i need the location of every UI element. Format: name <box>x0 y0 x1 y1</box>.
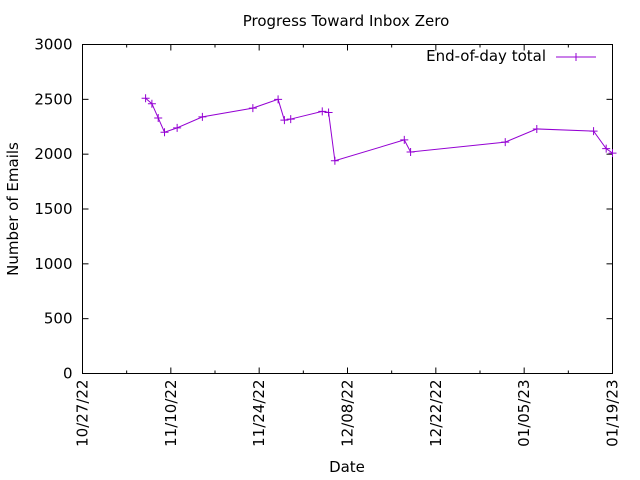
data-point <box>274 95 283 104</box>
x-tick-label: 11/24/22 <box>250 380 268 447</box>
legend-marker <box>572 53 580 61</box>
data-point <box>608 149 617 158</box>
series-layer <box>141 94 617 165</box>
x-tick-label: 11/10/22 <box>162 380 180 447</box>
data-point <box>286 115 295 124</box>
x-tick-label: 12/08/22 <box>339 380 357 447</box>
data-point <box>147 99 156 108</box>
data-point <box>141 94 150 103</box>
y-axis: 0 500 1000 1500 2000 2500 3000 <box>34 36 613 383</box>
data-point <box>160 128 169 137</box>
y-tick-label: 500 <box>44 310 73 328</box>
data-point <box>324 108 333 117</box>
x-axis-label: Date <box>329 458 365 476</box>
y-tick-label: 3000 <box>34 36 72 54</box>
data-point <box>589 127 598 136</box>
x-tick-label: 01/19/23 <box>604 380 622 447</box>
y-axis-label: Number of Emails <box>4 142 22 276</box>
legend-label: End-of-day total <box>426 47 546 65</box>
data-point <box>400 135 409 144</box>
data-point <box>280 116 289 125</box>
data-point <box>406 147 415 156</box>
data-point <box>602 144 611 153</box>
data-point <box>501 138 510 147</box>
x-tick-label: 10/27/22 <box>74 380 92 447</box>
chart-title: Progress Toward Inbox Zero <box>243 12 450 30</box>
y-tick-label: 2000 <box>34 145 72 163</box>
x-axis: 10/27/22 11/10/22 11/24/22 12/08/22 12/22/22… <box>74 44 622 447</box>
y-tick-label: 1000 <box>34 255 72 273</box>
y-tick-label: 1500 <box>34 200 72 218</box>
x-tick-label: 01/05/23 <box>515 380 533 447</box>
plot-frame <box>82 44 613 374</box>
data-point <box>532 124 541 133</box>
data-point <box>173 123 182 132</box>
legend-marker-plus <box>572 53 580 61</box>
data-point <box>318 107 327 116</box>
data-point <box>154 113 163 122</box>
data-point <box>198 112 207 121</box>
data-point <box>330 156 339 165</box>
y-tick-label: 0 <box>63 365 73 383</box>
data-point <box>248 104 257 113</box>
x-tick-label: 12/22/22 <box>427 380 445 447</box>
legend: End-of-day total <box>426 47 596 65</box>
series-line <box>145 97 613 162</box>
y-tick-label: 2500 <box>34 90 72 108</box>
